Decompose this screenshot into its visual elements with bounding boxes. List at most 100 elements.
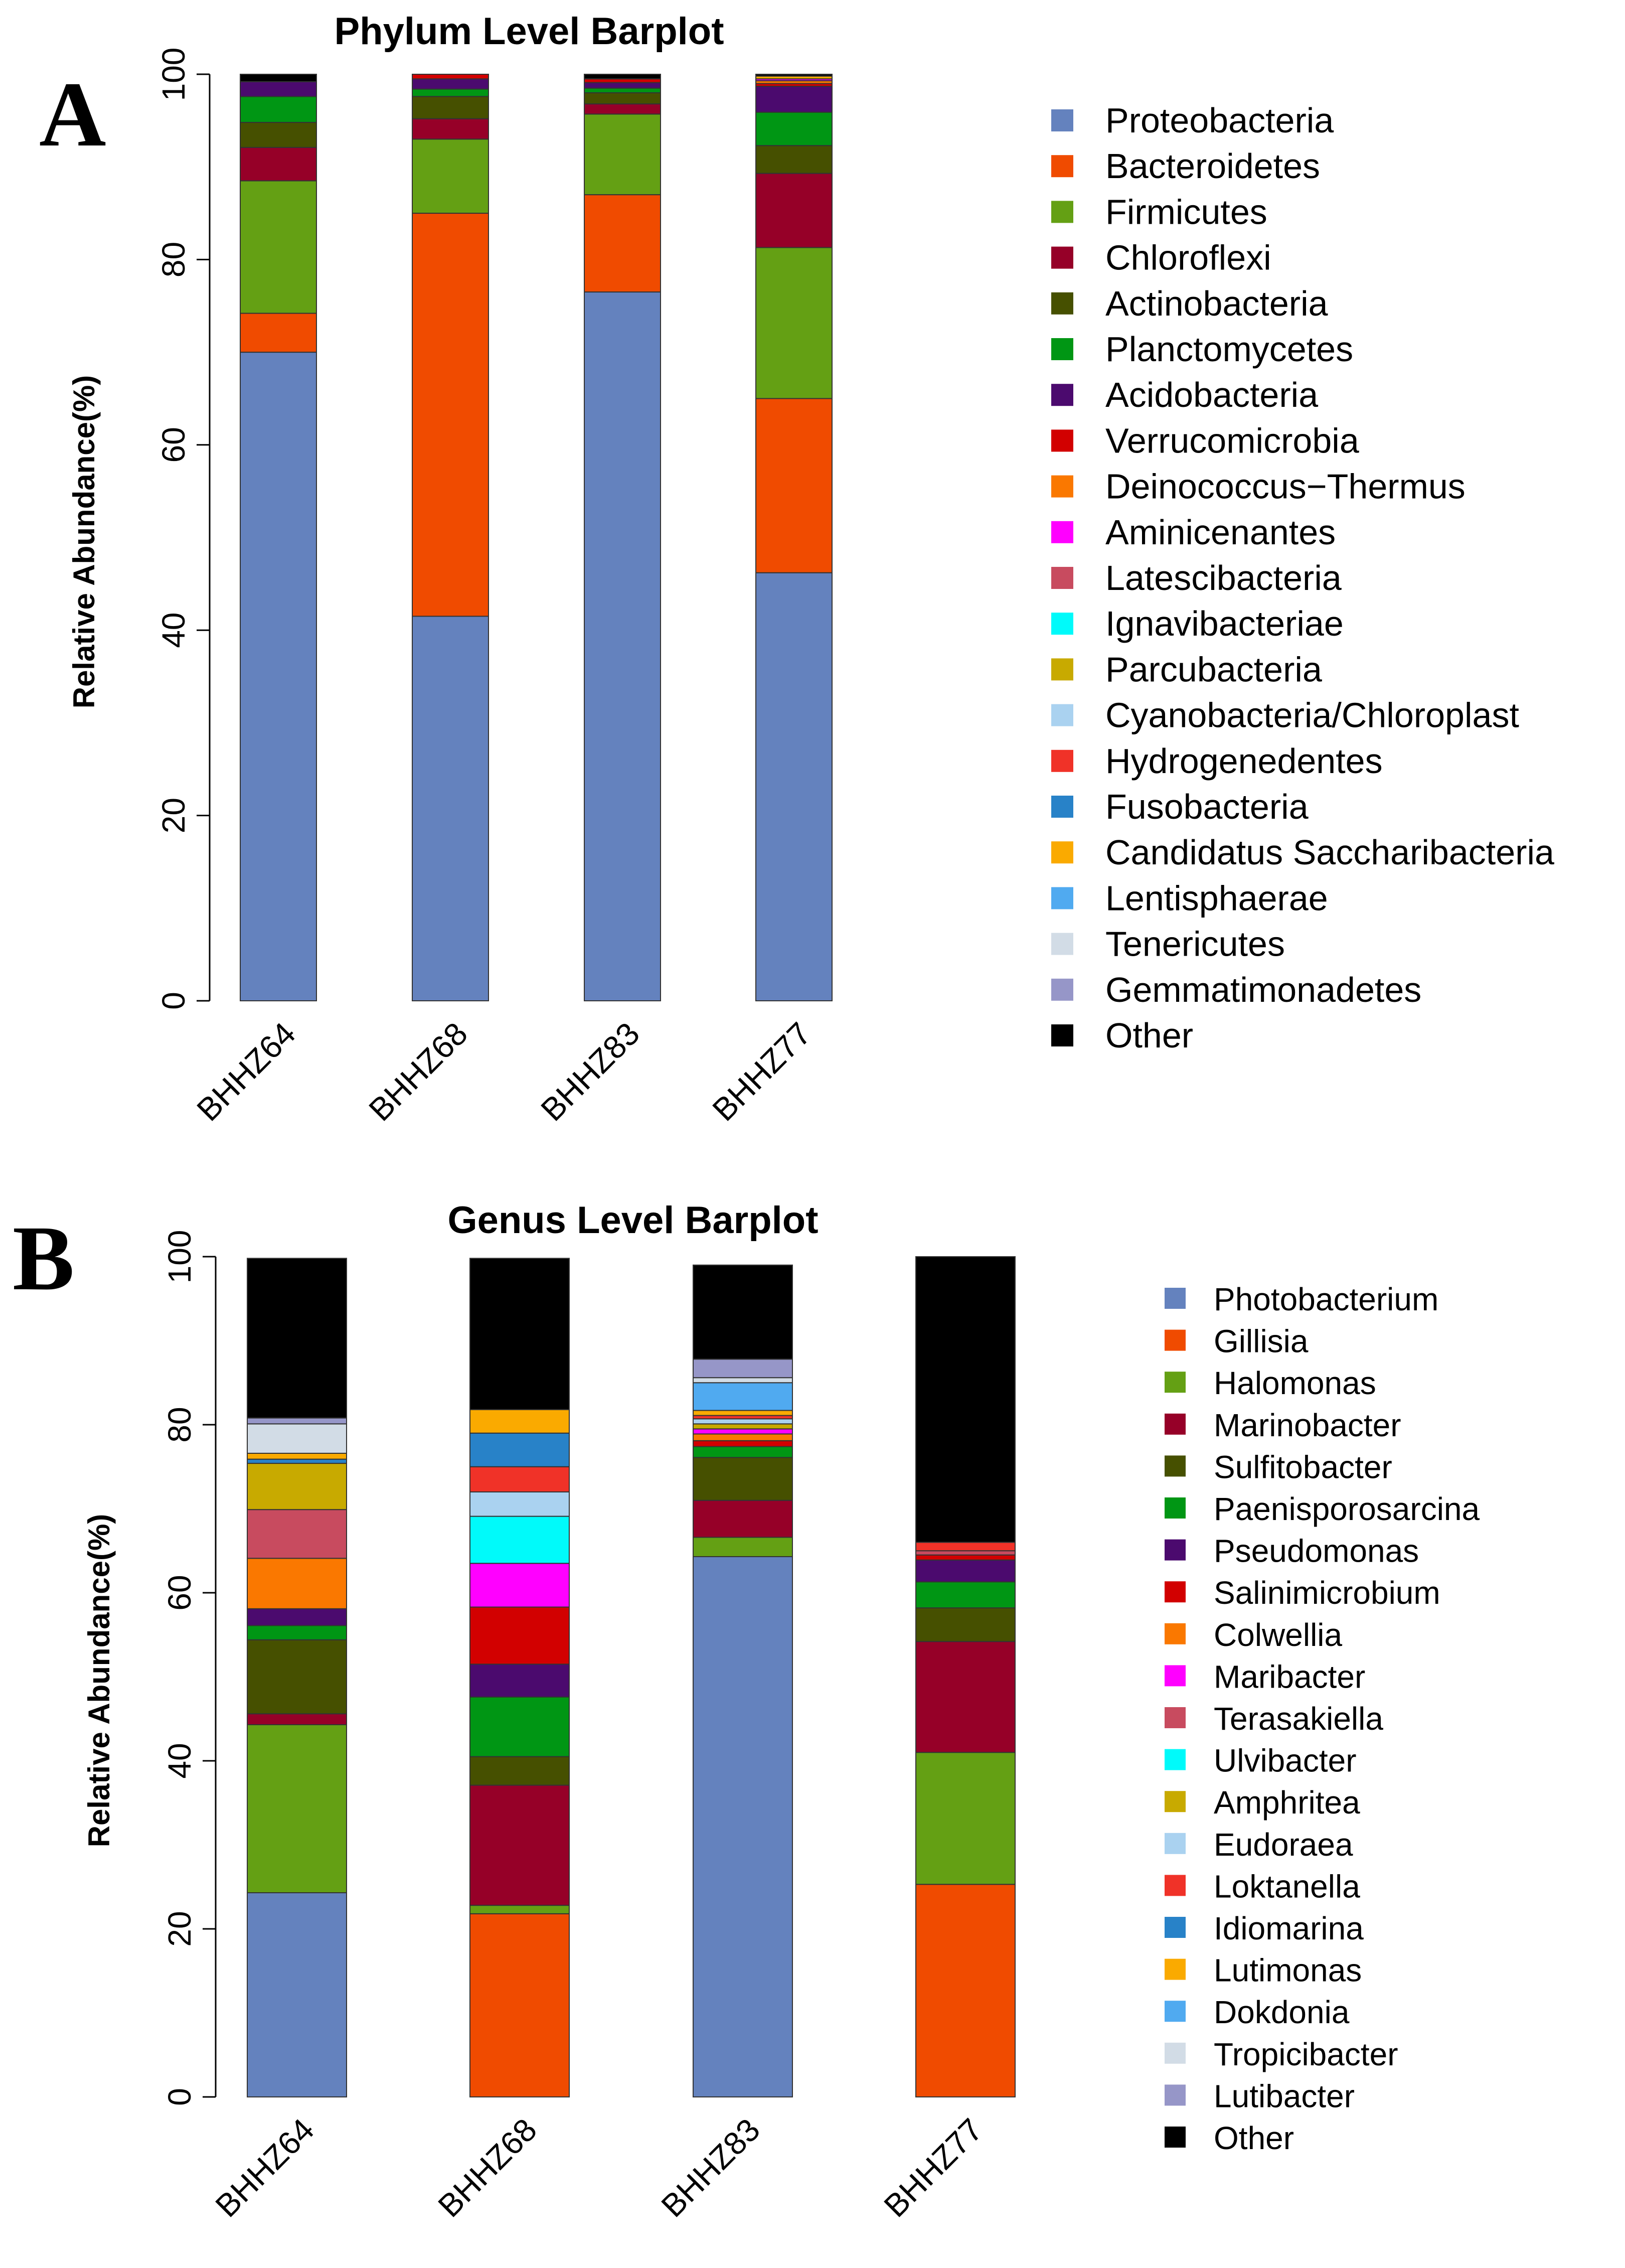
- phylum-legend-item: Candidatus Saccharibacteria: [1051, 833, 1554, 872]
- panel-b-y-axis-title: Relative Abundance(%): [82, 1514, 116, 1848]
- phylum-legend-item: Lentisphaerae: [1051, 878, 1328, 918]
- phylum-legend-swatch: [1051, 246, 1073, 269]
- phylum-legend-swatch: [1051, 109, 1073, 131]
- genus-bar-segment-bhhz64-paenisporosarcina: [247, 1625, 347, 1640]
- phylum-y-tick-label: 40: [155, 613, 192, 648]
- genus-bar-segment-bhhz64-halomonas: [247, 1724, 347, 1893]
- genus-y-tick-label: 20: [161, 1911, 198, 1946]
- phylum-bar-segment-bhhz68-actinobacteria: [412, 96, 489, 119]
- genus-bar-segment-bhhz77-loktanella: [915, 1542, 1016, 1552]
- phylum-legend-swatch: [1051, 475, 1073, 498]
- genus-legend-swatch: [1165, 1288, 1186, 1309]
- phylum-legend-item: Firmicutes: [1051, 192, 1267, 231]
- genus-legend-item: Tropicibacter: [1165, 2036, 1398, 2072]
- genus-bar-segment-bhhz68-paenisporosarcina: [469, 1696, 570, 1757]
- panel-a-title: Phylum Level Barplot: [334, 10, 724, 53]
- genus-legend-label: Maribacter: [1214, 1658, 1365, 1695]
- phylum-bar-segment-bhhz64-actinobacteria: [240, 122, 317, 148]
- panel-a-legend: Proteobacteria Bacteroidetes Firmicutes Chl…: [1051, 101, 1554, 1055]
- phylum-legend-swatch: [1051, 201, 1073, 223]
- genus-bar-segment-bhhz64-tropicibacter: [247, 1423, 347, 1454]
- phylum-bar-segment-bhhz77-proteobacteria: [755, 572, 833, 1002]
- genus-legend-item: Paenisporosarcina: [1165, 1491, 1480, 1527]
- genus-bar-segment-bhhz83-maribacter: [693, 1428, 793, 1435]
- phylum-legend-swatch: [1051, 887, 1073, 910]
- genus-bar-segment-bhhz68-idiomarina: [469, 1432, 570, 1467]
- genus-legend-label: Amphritea: [1214, 1784, 1360, 1821]
- genus-category-label: BHHZ83: [654, 2111, 766, 2224]
- genus-legend-item: Gillisia: [1165, 1323, 1309, 1359]
- phylum-legend-label: Aminicenantes: [1105, 513, 1336, 552]
- panel-a-y-axis-title: Relative Abundance(%): [67, 375, 101, 709]
- phylum-legend-item: Bacteroidetes: [1051, 146, 1320, 186]
- phylum-category-label: BHHZ64: [190, 1015, 302, 1128]
- phylum-bar-segment-bhhz64-acidobacteria: [240, 81, 317, 97]
- phylum-legend-swatch: [1051, 978, 1073, 1001]
- phylum-legend-swatch: [1051, 429, 1073, 452]
- phylum-legend-item: Tenericutes: [1051, 925, 1285, 964]
- genus-legend-label: Salinimicrobium: [1214, 1575, 1440, 1611]
- genus-legend-swatch: [1165, 1833, 1186, 1854]
- genus-legend-item: Salinimicrobium: [1165, 1575, 1440, 1611]
- phylum-bar-segment-bhhz83-proteobacteria: [584, 291, 661, 1001]
- genus-bar-segment-bhhz77-salinimicrobium: [915, 1554, 1016, 1561]
- phylum-bar-segment-bhhz83-actinobacteria: [584, 92, 661, 105]
- phylum-legend-item: Aminicenantes: [1051, 513, 1336, 552]
- genus-legend-item: Ulvibacter: [1165, 1743, 1357, 1779]
- genus-y-tick-label: 60: [161, 1575, 198, 1610]
- phylum-legend-item: Acidobacteria: [1051, 375, 1318, 414]
- genus-legend-swatch: [1165, 1958, 1186, 1980]
- genus-legend-item: Lutimonas: [1165, 1952, 1362, 1989]
- phylum-bar-segment-bhhz68-proteobacteria: [412, 616, 489, 1001]
- genus-legend-swatch: [1165, 1455, 1186, 1477]
- genus-bar-segment-bhhz83-salinimicrobium: [693, 1440, 793, 1447]
- genus-bar-segment-bhhz83-paenisporosarcina: [693, 1446, 793, 1458]
- genus-legend-label: Idiomarina: [1214, 1910, 1364, 1946]
- phylum-y-tick-label: 100: [155, 48, 192, 101]
- genus-bar-segment-bhhz77-other: [915, 1256, 1016, 1543]
- genus-legend-label: Marinobacter: [1214, 1407, 1401, 1443]
- genus-bar-segment-bhhz64-terasakiella: [247, 1509, 347, 1559]
- genus-bar-segment-bhhz64-amphritea: [247, 1463, 347, 1510]
- phylum-y-tick-label: 0: [155, 992, 192, 1010]
- phylum-legend-label: Parcubacteria: [1105, 650, 1322, 689]
- genus-legend-swatch: [1165, 1707, 1186, 1728]
- phylum-bar-segment-bhhz83-verrucomicrobia: [584, 78, 661, 83]
- genus-bar-segment-bhhz83-halomonas: [693, 1537, 793, 1557]
- genus-bar-segment-bhhz83-marinobacter: [693, 1499, 793, 1538]
- genus-bar-segment-bhhz68-halomonas: [469, 1905, 570, 1914]
- genus-bar-segment-bhhz83-amphritea: [693, 1423, 793, 1430]
- genus-bar-segment-bhhz77-paenisporosarcina: [915, 1581, 1016, 1609]
- phylum-category-label: BHHZ68: [362, 1015, 474, 1128]
- genus-bar-segment-bhhz83-lutibacter: [693, 1358, 793, 1379]
- genus-bar-segment-bhhz68-gillisia: [469, 1913, 570, 2098]
- phylum-legend-swatch: [1051, 796, 1073, 818]
- phylum-legend-item: Other: [1051, 1016, 1193, 1055]
- genus-legend-swatch: [1165, 2001, 1186, 2022]
- panel-b-letter: B: [13, 1207, 74, 1310]
- phylum-legend-item: Ignavibacteriae: [1051, 604, 1344, 643]
- phylum-legend-label: Planctomycetes: [1105, 330, 1353, 369]
- genus-legend-swatch: [1165, 2084, 1186, 2106]
- phylum-legend-swatch: [1051, 1024, 1073, 1046]
- genus-legend-item: Sulfitobacter: [1165, 1449, 1392, 1485]
- phylum-category-label: BHHZ77: [705, 1015, 818, 1128]
- phylum-legend-label: Actinobacteria: [1105, 284, 1328, 323]
- phylum-legend-swatch: [1051, 933, 1073, 955]
- phylum-bar-segment-bhhz68-bacteroidetes: [412, 213, 489, 617]
- phylum-legend-item: Planctomycetes: [1051, 330, 1353, 369]
- phylum-y-tick-label: 80: [155, 242, 192, 277]
- phylum-legend-item: Chloroflexi: [1051, 238, 1271, 277]
- panel-a-y-axis: 0 20 40 60 80 100: [155, 48, 211, 1010]
- phylum-legend-label: Firmicutes: [1105, 192, 1267, 231]
- genus-bar-segment-bhhz83-tropicibacter: [693, 1377, 793, 1384]
- genus-legend-swatch: [1165, 1917, 1186, 1938]
- panel-b-y-axis: 0 20 40 60 80 100: [161, 1230, 217, 2106]
- genus-legend-item: Colwellia: [1165, 1617, 1343, 1653]
- genus-legend-label: Tropicibacter: [1214, 2036, 1398, 2072]
- phylum-legend-label: Hydrogenedentes: [1105, 741, 1383, 781]
- genus-legend-swatch: [1165, 1329, 1186, 1351]
- genus-bar-segment-bhhz77-terasakiella: [915, 1550, 1016, 1556]
- genus-bar-segment-bhhz64-sulfitobacter: [247, 1639, 347, 1715]
